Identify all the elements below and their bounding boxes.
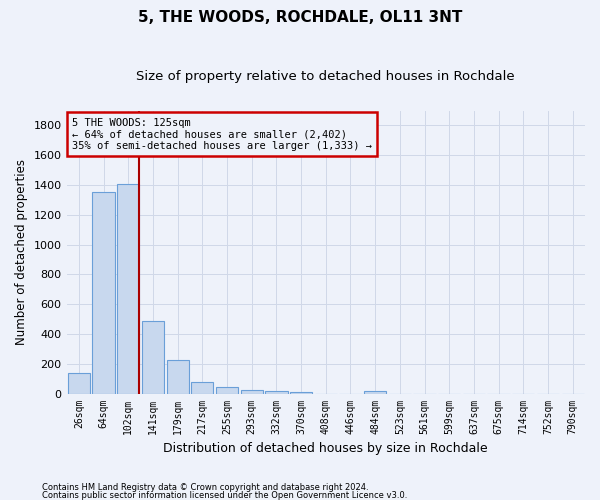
Bar <box>167 360 189 394</box>
Bar <box>241 390 263 394</box>
Title: Size of property relative to detached houses in Rochdale: Size of property relative to detached ho… <box>136 70 515 83</box>
Bar <box>364 392 386 394</box>
Bar <box>117 184 139 394</box>
Bar <box>216 387 238 394</box>
Text: 5, THE WOODS, ROCHDALE, OL11 3NT: 5, THE WOODS, ROCHDALE, OL11 3NT <box>138 10 462 25</box>
Text: Contains public sector information licensed under the Open Government Licence v3: Contains public sector information licen… <box>42 490 407 500</box>
Bar <box>142 320 164 394</box>
Text: 5 THE WOODS: 125sqm
← 64% of detached houses are smaller (2,402)
35% of semi-det: 5 THE WOODS: 125sqm ← 64% of detached ho… <box>72 118 372 151</box>
X-axis label: Distribution of detached houses by size in Rochdale: Distribution of detached houses by size … <box>163 442 488 455</box>
Bar <box>68 374 90 394</box>
Text: Contains HM Land Registry data © Crown copyright and database right 2024.: Contains HM Land Registry data © Crown c… <box>42 484 368 492</box>
Bar <box>92 192 115 394</box>
Bar <box>290 392 312 394</box>
Bar <box>265 392 287 394</box>
Y-axis label: Number of detached properties: Number of detached properties <box>15 159 28 345</box>
Bar <box>191 382 214 394</box>
